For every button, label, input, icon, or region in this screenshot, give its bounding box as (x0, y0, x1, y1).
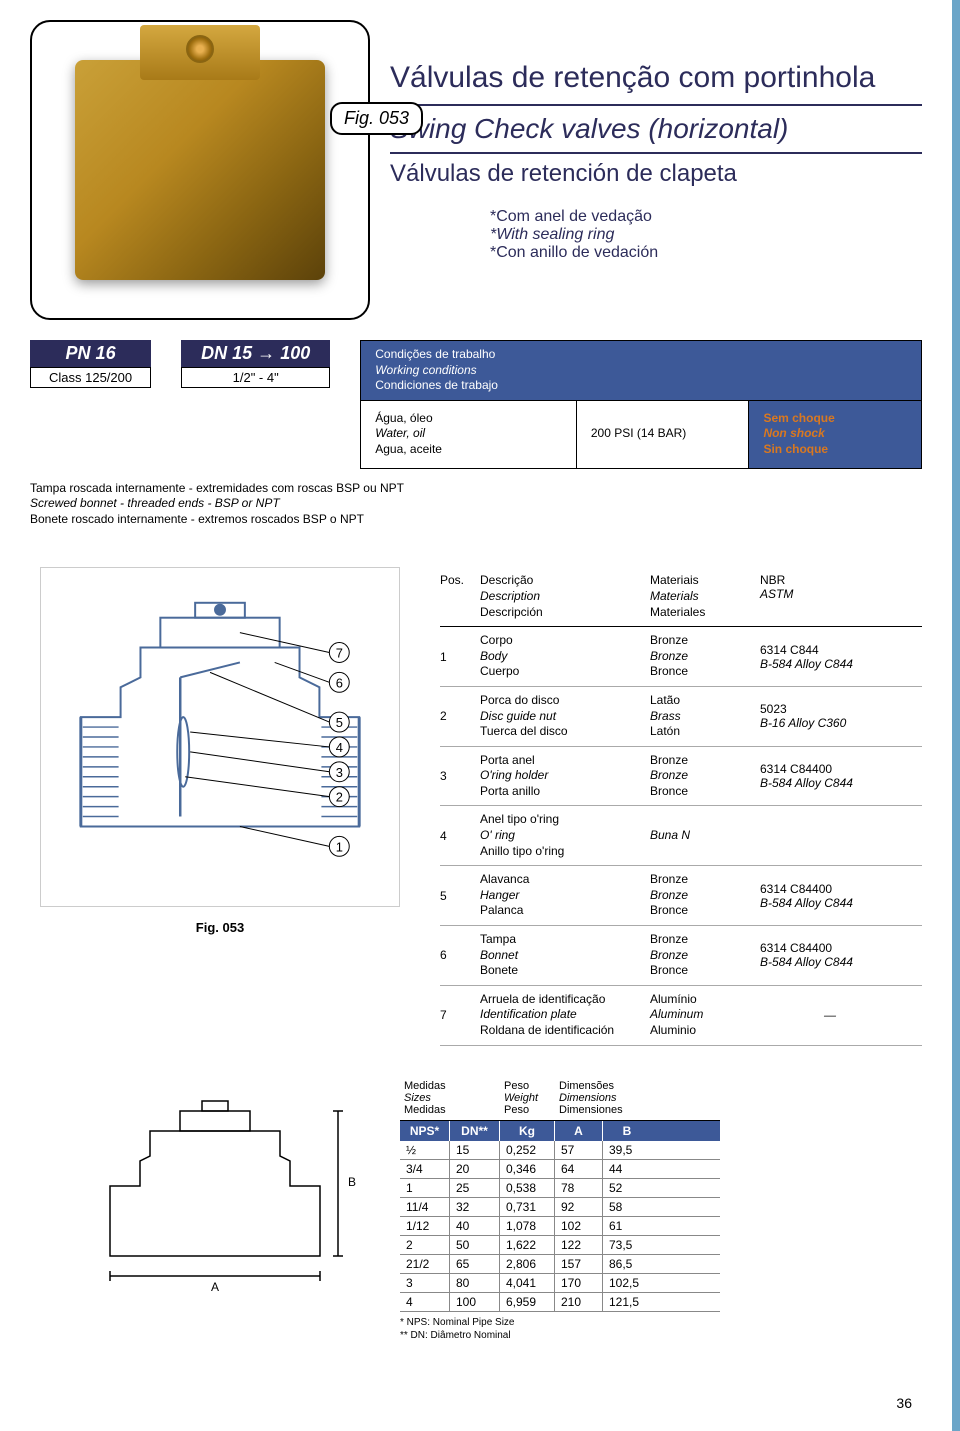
head-mat-pt: Materiais (650, 573, 760, 589)
sealing-notes: *Com anel de vedação *With sealing ring … (390, 208, 922, 262)
title-es: Válvulas de retención de clapeta (390, 160, 922, 188)
dim-row: 3/4200,3466444 (400, 1160, 720, 1179)
head-mat-en: Materials (650, 589, 760, 605)
svg-text:1: 1 (336, 840, 343, 855)
svg-text:5: 5 (336, 715, 343, 730)
dim-foot-1: * NPS: Nominal Pipe Size (400, 1316, 720, 1329)
dim-row: 2501,62212273,5 (400, 1236, 720, 1255)
fluid-en: Water, oil (375, 426, 562, 442)
dimension-diagram: A B (80, 1076, 360, 1306)
shock-pt: Sem choque (763, 411, 907, 427)
arrow-icon: → (257, 343, 275, 364)
svg-text:2: 2 (336, 790, 343, 805)
svg-text:3: 3 (336, 765, 343, 780)
parts-table: Pos. Descrição Description Descripción M… (440, 567, 922, 1045)
parts-row: 1CorpoBodyCuerpoBronzeBronzeBronce6314 C… (440, 627, 922, 687)
badge-pn: PN 16 Class 125/200 (30, 340, 151, 388)
shock-en: Non shock (763, 426, 907, 442)
dh-sizes-en: Sizes (404, 1092, 496, 1104)
svg-text:6: 6 (336, 676, 343, 691)
dh-peso-es: Peso (504, 1104, 551, 1116)
cond-head-en: Working conditions (375, 363, 907, 379)
head-std-nbr: NBR (760, 573, 900, 587)
title-pt: Válvulas de retenção com portinhola (390, 60, 922, 96)
dh-sizes-pt: Medidas (404, 1080, 496, 1092)
figure-caption: Fig. 053 (30, 920, 410, 935)
conditions-body: Água, óleo Water, oil Agua, aceite 200 P… (360, 401, 922, 469)
parts-row: 7Arruela de identificaçãoIdentification … (440, 986, 922, 1046)
fluid-es: Agua, aceite (375, 442, 562, 458)
bonnet-notes: Tampa roscada internamente - extremidade… (30, 481, 410, 528)
figure-label: Fig. 053 (330, 102, 423, 135)
parts-row: 3Porta anelO'ring holderPorta anilloBron… (440, 747, 922, 807)
dim-foot-2: ** DN: Diâmetro Nominal (400, 1329, 720, 1342)
dim-row: 1250,5387852 (400, 1179, 720, 1198)
sub-nps: NPS* (400, 1121, 450, 1141)
dim-row: 11/4320,7319258 (400, 1198, 720, 1217)
dim-row: 21/2652,80615786,5 (400, 1255, 720, 1274)
dim-row: 3804,041170102,5 (400, 1274, 720, 1293)
badge-pn-bot: Class 125/200 (30, 367, 151, 388)
head-pos: Pos. (440, 573, 480, 620)
cond-head-es: Condiciones de trabajo (375, 378, 907, 394)
dim-row: ½150,2525739,5 (400, 1141, 720, 1160)
conditions-header: Condições de trabalho Working conditions… (360, 340, 922, 401)
svg-text:B: B (348, 1175, 356, 1189)
bonnet-es: Bonete roscado internamente - extremos r… (30, 512, 410, 528)
cond-head-pt: Condições de trabalho (375, 347, 907, 363)
dim-row: 1/12401,07810261 (400, 1217, 720, 1236)
bonnet-pt: Tampa roscada internamente - extremidade… (30, 481, 410, 497)
badge-pn-top: PN 16 (30, 340, 151, 367)
dh-dim-es: Dimensiones (559, 1104, 671, 1116)
dh-peso-pt: Peso (504, 1080, 551, 1092)
dh-dim-pt: Dimensões (559, 1080, 671, 1092)
title-en: Swing Check valves (horizontal) (390, 104, 922, 154)
parts-row: 4Anel tipo o'ringO' ringAnillo tipo o'ri… (440, 806, 922, 866)
cross-section-diagram: 7 6 5 4 3 2 1 (40, 567, 400, 907)
svg-text:4: 4 (336, 740, 343, 755)
parts-row: 2Porca do discoDisc guide nutTuerca del … (440, 687, 922, 747)
dh-sizes-es: Medidas (404, 1104, 496, 1116)
sub-kg: Kg (500, 1121, 555, 1141)
fluid-pt: Água, óleo (375, 411, 562, 427)
badge-dn: DN 15 → 100 1/2" - 4" (181, 340, 330, 388)
valve-photo (75, 60, 325, 280)
dh-dim-en: Dimensions (559, 1092, 671, 1104)
dim-row: 41006,959210121,5 (400, 1293, 720, 1312)
shock-es: Sin choque (763, 442, 907, 458)
dimensions-table: Medidas Sizes Medidas Peso Weight Peso D… (400, 1076, 720, 1342)
pressure: 200 PSI (14 BAR) (577, 401, 750, 468)
head-std-astm: ASTM (760, 587, 900, 601)
bonnet-en: Screwed bonnet - threaded ends - BSP or … (30, 496, 410, 512)
badge-dn-bot: 1/2" - 4" (181, 367, 330, 388)
note-es: *Con anillo de vedación (490, 244, 922, 262)
head-desc-en: Description (480, 589, 650, 605)
parts-row: 5AlavancaHangerPalancaBronzeBronzeBronce… (440, 866, 922, 926)
note-en: *With sealing ring (490, 226, 922, 244)
parts-row: 6TampaBonnetBoneteBronzeBronzeBronce6314… (440, 926, 922, 986)
svg-text:A: A (211, 1280, 219, 1294)
page-number: 36 (896, 1395, 912, 1411)
sub-dn: DN** (450, 1121, 500, 1141)
sub-b: B (603, 1121, 651, 1141)
head-mat-es: Materiales (650, 605, 760, 621)
note-pt: *Com anel de vedação (490, 208, 922, 226)
product-photo-frame: Fig. 053 (30, 20, 370, 320)
head-desc-es: Descripción (480, 605, 650, 621)
svg-text:7: 7 (336, 646, 343, 661)
dh-peso-en: Weight (504, 1092, 551, 1104)
sub-a: A (555, 1121, 603, 1141)
head-desc-pt: Descrição (480, 573, 650, 589)
badge-dn-top: DN 15 → 100 (181, 340, 330, 367)
